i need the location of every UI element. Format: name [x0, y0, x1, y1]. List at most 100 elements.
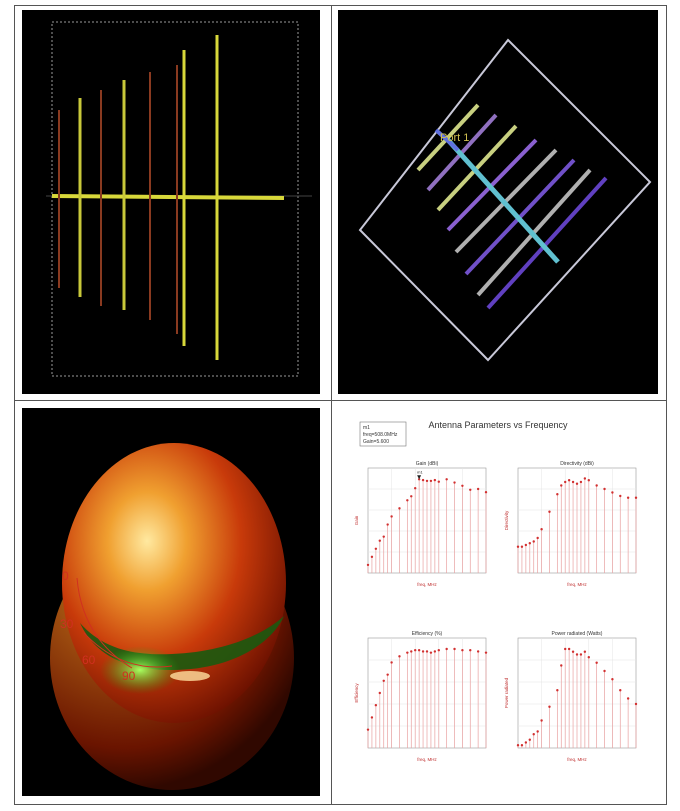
- data-point: [370, 555, 374, 559]
- data-point: [575, 653, 579, 656]
- data-point: [536, 730, 539, 733]
- data-point: [476, 650, 480, 653]
- data-point: [366, 563, 370, 567]
- data-point: [410, 495, 413, 498]
- subplot-xlabel: freq, MHz: [417, 757, 437, 762]
- marker-m1-triangle: [417, 475, 422, 480]
- data-point: [564, 480, 567, 484]
- data-point: [417, 649, 421, 652]
- data-point: [437, 480, 440, 483]
- data-point: [524, 543, 528, 547]
- panel-antenna-parameters: Antenna Parameters vs Frequency m1 freq=…: [338, 408, 658, 796]
- data-point: [556, 689, 559, 692]
- data-point: [406, 651, 409, 654]
- data-point: [626, 496, 630, 499]
- data-point: [382, 535, 385, 538]
- data-point: [366, 728, 370, 731]
- data-point: [469, 649, 472, 652]
- subplot-1: Gain (dBi) freq, MHz Gain m1: [354, 461, 488, 587]
- subplot-title: Gain (dBi): [416, 461, 439, 467]
- data-point: [587, 479, 590, 482]
- angle-label-90: 90: [122, 669, 136, 683]
- data-point: [421, 650, 425, 653]
- chart-main-title: Antenna Parameters vs Frequency: [428, 420, 568, 430]
- data-point: [433, 650, 437, 653]
- marker-m1-label: m1: [417, 469, 423, 474]
- data-point: [425, 479, 429, 483]
- subplot-title: Power radiated (Watts): [552, 631, 603, 637]
- data-point: [406, 499, 409, 502]
- panel-antenna-3d-model: Port 1: [338, 10, 658, 394]
- marker-line-2: freq=508.0MHz: [363, 432, 398, 438]
- data-point: [520, 744, 524, 747]
- data-point: [595, 661, 598, 664]
- data-point: [390, 661, 393, 664]
- figure-frame: [14, 5, 667, 805]
- data-point: [540, 528, 543, 531]
- data-point: [548, 510, 551, 513]
- subplot-xlabel: freq, MHz: [567, 582, 587, 587]
- data-point: [374, 547, 378, 550]
- data-point: [445, 647, 448, 651]
- data-point: [528, 542, 531, 545]
- data-point: [564, 647, 567, 651]
- data-point: [567, 647, 571, 651]
- angle-label-0: 0: [62, 569, 69, 583]
- data-point: [575, 482, 579, 485]
- data-point: [390, 515, 393, 518]
- subplot-xlabel: freq, MHz: [567, 757, 587, 762]
- data-point: [437, 649, 440, 652]
- marker-line-1: m1: [363, 425, 370, 431]
- subplot-3: Efficiency (%) freq, MHz Efficiency: [354, 631, 488, 762]
- marker-line-3: Gain=5.600: [363, 439, 389, 445]
- data-point: [619, 494, 622, 498]
- data-point: [611, 491, 614, 494]
- port-label: Port 1: [440, 132, 469, 144]
- angle-label-30: 30: [60, 617, 74, 631]
- subplot-title: Directivity (dBi): [560, 461, 594, 467]
- panel-radiation-pattern: 0 30 60 90: [22, 408, 320, 796]
- data-point: [536, 536, 539, 540]
- data-point: [386, 673, 389, 676]
- data-point: [425, 650, 429, 653]
- data-point: [583, 650, 587, 653]
- data-point: [571, 650, 575, 653]
- grid-divider-vertical: [331, 5, 332, 805]
- data-point: [414, 486, 417, 490]
- subplot-xlabel: freq, MHz: [417, 582, 437, 587]
- data-point: [429, 651, 433, 654]
- data-point: [520, 545, 524, 548]
- data-point: [374, 704, 378, 707]
- data-point: [634, 496, 638, 499]
- data-point: [583, 477, 587, 480]
- data-point: [414, 649, 417, 652]
- subplot-title: Efficiency (%): [412, 631, 443, 637]
- data-point: [461, 649, 464, 652]
- data-point: [516, 744, 520, 747]
- data-point: [386, 523, 389, 526]
- data-point: [579, 480, 583, 484]
- data-point: [445, 478, 448, 481]
- data-point: [516, 545, 520, 548]
- data-point: [532, 733, 535, 736]
- data-point: [378, 691, 381, 695]
- data-point: [579, 653, 583, 656]
- data-point: [548, 705, 551, 708]
- data-point: [417, 478, 421, 481]
- data-point: [484, 651, 488, 654]
- data-point: [410, 650, 413, 653]
- data-point: [433, 478, 437, 482]
- data-point: [532, 540, 535, 543]
- angle-label-60: 60: [82, 653, 96, 667]
- panel-antenna-schematic: [22, 10, 320, 394]
- data-point: [528, 738, 531, 741]
- data-point: [469, 488, 472, 492]
- data-point: [421, 478, 425, 482]
- data-point: [429, 479, 433, 483]
- data-point: [611, 678, 614, 681]
- data-point: [595, 484, 598, 487]
- data-point: [567, 479, 571, 482]
- data-point: [378, 539, 381, 542]
- data-point: [603, 669, 606, 673]
- subplot-2: Directivity (dBi) freq, MHz Directivity: [504, 461, 638, 587]
